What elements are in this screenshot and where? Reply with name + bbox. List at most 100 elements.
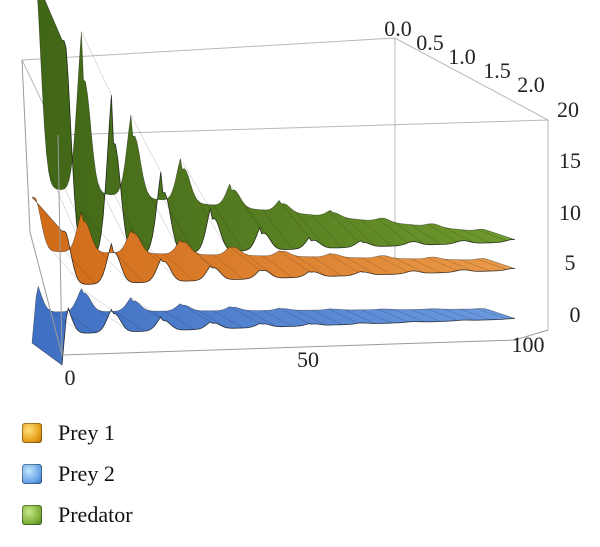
z-tick-label: 15: [559, 148, 581, 173]
mesh-line: [361, 257, 392, 275]
surface-prey-1: [31, 196, 516, 285]
mesh-line: [377, 308, 409, 323]
y-tick-label: 0.5: [416, 30, 444, 55]
mesh-line: [130, 230, 162, 260]
z-tick-label: 0: [570, 302, 581, 327]
legend-swatch-predator: [22, 504, 42, 525]
mesh-line: [377, 256, 409, 273]
mesh-line: [81, 31, 112, 96]
mesh-line: [476, 308, 507, 320]
legend-label-prey-2: Prey 2: [58, 460, 115, 486]
surfaces: [31, 0, 516, 366]
mesh-line: [394, 222, 425, 245]
legend-swatch-prey-2: [22, 463, 42, 484]
mesh-line: [196, 309, 227, 329]
legend-label-predator: Predator: [58, 501, 133, 527]
mesh-line: [295, 211, 326, 248]
mesh-line: [394, 309, 425, 323]
surface-edge: [61, 230, 516, 285]
mesh-line: [180, 303, 211, 323]
mesh-line: [295, 255, 326, 276]
mesh-line: [410, 224, 442, 245]
mesh-line: [295, 309, 326, 326]
mesh-line: [48, 246, 79, 281]
legend-swatch-prey-1: [22, 422, 42, 443]
mesh-line: [31, 196, 63, 232]
mesh-line: [278, 200, 310, 238]
mesh-line: [147, 191, 178, 247]
mesh-line: [427, 308, 458, 321]
x-tick-label: 100: [512, 332, 545, 357]
y-tick-label: 1.0: [448, 44, 476, 69]
mesh-line: [97, 182, 129, 245]
mesh-line: [476, 258, 507, 270]
surface-plot: 0 50 100 0.00.51.0 1.52.0 0 5 10 15 20: [21, 0, 582, 390]
z-tick-label: 5: [565, 250, 576, 275]
mesh-line: [476, 229, 507, 241]
mesh-line: [278, 250, 310, 272]
y-tick-label: 0.0: [384, 16, 412, 41]
mesh-line: [180, 239, 211, 267]
mesh-line: [147, 251, 178, 280]
mesh-line: [443, 226, 474, 243]
bounding-box-front: [21, 59, 549, 356]
axis-ticks: 0 50 100 0.00.51.0 1.52.0 0 5 10 15 20: [65, 16, 582, 390]
mesh-line: [31, 342, 63, 366]
mesh-line: [361, 219, 392, 247]
mesh-line: [443, 258, 474, 272]
y-tick-label: 2.0: [517, 72, 545, 97]
mesh-line: [44, 0, 63, 41]
mesh-line: [180, 158, 211, 210]
mesh-line: [460, 259, 491, 272]
mesh-line: [130, 297, 161, 318]
legend-item-prey-1: Prey 1: [22, 412, 322, 453]
legend-item-predator: Predator: [22, 494, 322, 535]
mesh-line: [64, 311, 96, 333]
x-tick-label: 0: [65, 365, 76, 390]
mesh-line: [410, 309, 441, 322]
mesh-line: [81, 288, 112, 310]
mesh-line: [311, 309, 343, 325]
mesh-line: [328, 211, 359, 243]
bounding-box-back: [21, 37, 549, 330]
mesh-line: [130, 114, 162, 173]
x-tick-label: 50: [297, 347, 319, 372]
mesh-line: [311, 214, 343, 248]
mesh-line: [229, 306, 260, 324]
mesh-line: [163, 310, 194, 330]
mesh-line: [410, 258, 441, 273]
mesh-line: [344, 309, 376, 324]
legend-label-prey-1: Prey 1: [58, 419, 115, 445]
mesh-line: [262, 310, 293, 327]
mesh-line: [97, 249, 129, 281]
z-tick-label: 10: [559, 200, 581, 225]
mesh-line: [427, 223, 458, 243]
mesh-line: [377, 218, 409, 244]
mesh-line: [48, 170, 79, 239]
mesh-line: [245, 205, 277, 248]
mesh-line: [278, 307, 310, 324]
mesh-line: [81, 211, 112, 244]
mesh-line: [163, 253, 194, 281]
mesh-line: [97, 309, 129, 331]
mesh-line: [212, 204, 244, 251]
mesh-line: [229, 246, 260, 271]
mesh-line: [328, 308, 359, 324]
mesh-line: [361, 309, 392, 324]
mesh-line: [262, 255, 293, 278]
z-tick-label: 20: [557, 97, 579, 122]
mesh-line: [427, 257, 458, 271]
mesh-line: [311, 256, 343, 277]
mesh-line: [443, 308, 474, 321]
mesh-line: [64, 251, 96, 284]
mesh-line: [114, 311, 145, 332]
mesh-line: [48, 309, 79, 332]
mesh-line: [328, 253, 359, 273]
mesh-line: [262, 209, 293, 250]
mesh-line: [213, 310, 244, 329]
y-tick-label: 1.5: [483, 58, 511, 83]
mesh-line: [196, 198, 227, 248]
mesh-line: [344, 256, 376, 275]
legend: Prey 1 Prey 2 Predator: [22, 412, 322, 535]
legend-item-prey-2: Prey 2: [22, 453, 322, 494]
